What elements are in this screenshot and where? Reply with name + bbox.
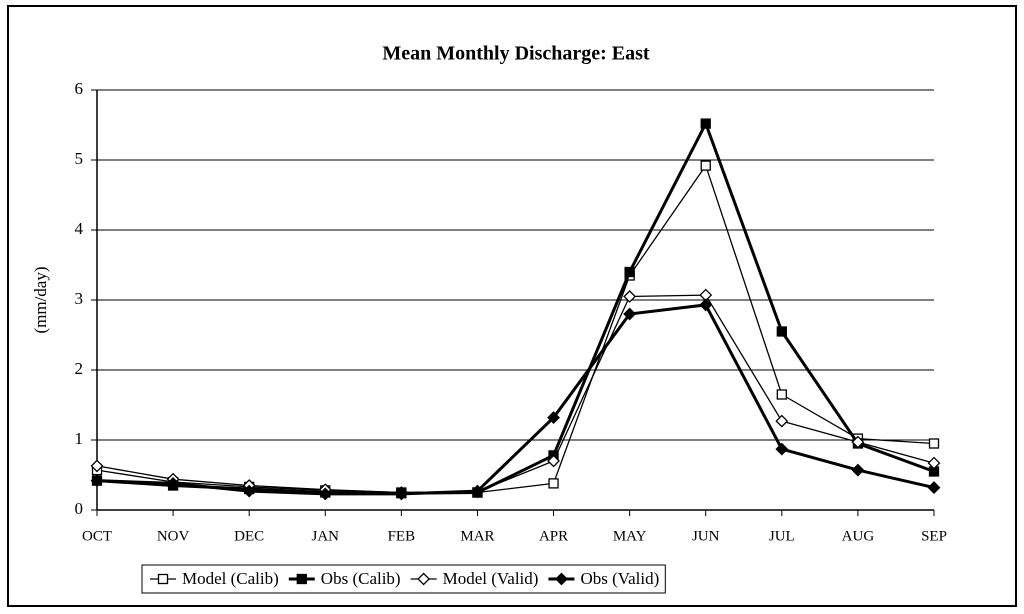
data-point <box>394 487 408 501</box>
legend: Model (Calib) Obs (Calib) Model (Valid) Obs… <box>141 564 666 594</box>
data-point <box>318 487 332 501</box>
data-point <box>90 459 104 473</box>
x-tick-label: JAN <box>312 528 340 544</box>
data-point <box>242 484 256 498</box>
x-tick-label: APR <box>539 528 568 544</box>
legend-label: Obs (Valid) <box>580 569 659 588</box>
data-point <box>928 438 940 449</box>
data-point <box>699 298 713 312</box>
data-point <box>623 307 637 321</box>
x-tick-label: JUN <box>692 528 720 544</box>
x-tick-label: NOV <box>157 528 190 544</box>
data-point <box>700 118 711 129</box>
data-point <box>927 456 941 470</box>
series-line <box>96 164 935 494</box>
y-axis-label: (mm/day) <box>31 266 50 333</box>
y-tick-label: 0 <box>75 499 84 518</box>
chart-title: Mean Monthly Discharge: East <box>382 43 650 65</box>
series-line <box>96 294 935 494</box>
x-tick-label: MAR <box>460 528 494 544</box>
data-point <box>700 160 711 171</box>
data-point <box>624 266 635 278</box>
series-line <box>96 303 935 496</box>
legend-label: Model (Valid) <box>443 569 539 588</box>
data-point <box>851 435 865 449</box>
chart-frame <box>7 5 1017 607</box>
x-tick-label: FEB <box>388 528 416 544</box>
legend-marker <box>555 572 568 586</box>
y-tick-label: 2 <box>75 359 84 378</box>
x-tick-label: JUL <box>769 528 795 544</box>
data-point <box>548 478 559 489</box>
x-tick-label: AUG <box>842 528 875 544</box>
y-tick-label: 4 <box>75 219 84 238</box>
x-tick-label: DEC <box>234 528 264 544</box>
data-point <box>927 481 941 495</box>
data-point <box>775 414 789 428</box>
data-point <box>623 290 637 303</box>
data-point <box>775 442 789 456</box>
legend-marker <box>417 572 431 586</box>
legend-label: Model (Calib) <box>182 569 279 588</box>
data-point <box>166 476 180 490</box>
data-point <box>547 411 560 425</box>
legend-marker <box>157 573 169 585</box>
y-tick-label: 1 <box>75 429 84 448</box>
data-point <box>776 326 787 337</box>
data-point <box>776 389 787 400</box>
y-tick-label: 6 <box>75 79 84 98</box>
data-point <box>851 463 865 477</box>
data-point <box>471 484 484 498</box>
y-tick-label: 3 <box>75 289 84 308</box>
legend-box <box>141 564 666 594</box>
legend-marker <box>296 573 307 585</box>
data-point <box>547 454 560 468</box>
legend-label: Obs (Calib) <box>321 569 401 588</box>
x-tick-label: OCT <box>82 528 112 544</box>
x-tick-label: SEP <box>921 528 947 544</box>
x-tick-label: MAY <box>613 528 647 544</box>
data-point <box>90 474 104 488</box>
y-tick-label: 5 <box>75 149 84 168</box>
